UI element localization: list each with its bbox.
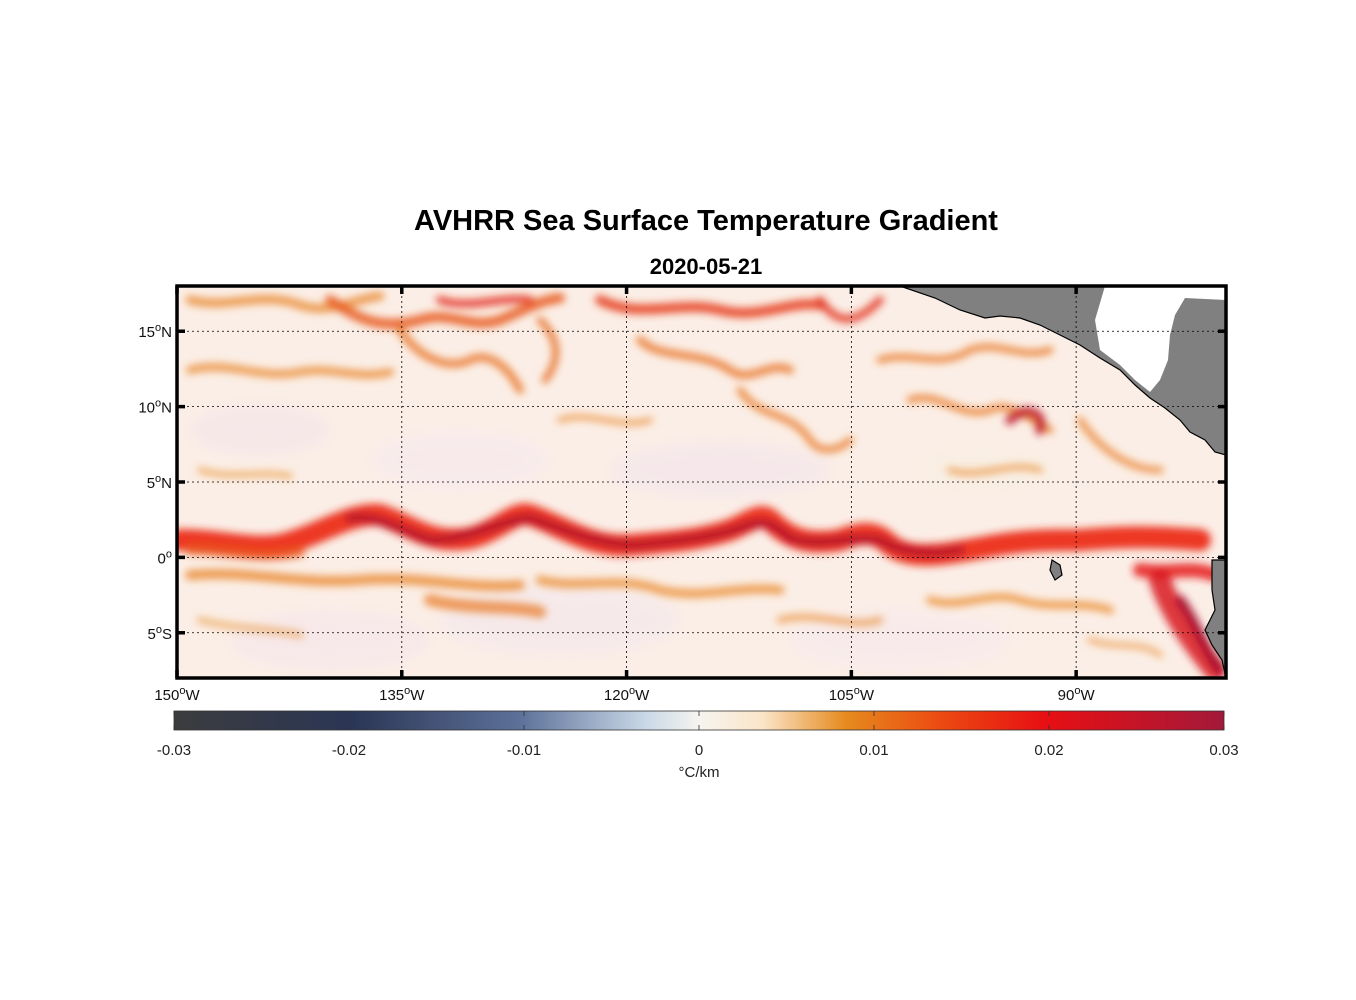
southern-fronts <box>185 568 1163 658</box>
latitude-labels: 15oN 10oN 5oN 0o 5oS <box>138 322 172 643</box>
south-america-land <box>1204 559 1226 678</box>
lon-tick-label: 90oW <box>1058 685 1096 704</box>
graticule <box>177 286 1226 678</box>
lat-tick-label: 10oN <box>138 398 172 417</box>
lat-tick-label: 5oS <box>148 624 172 643</box>
lon-tick-label: 120oW <box>604 685 650 704</box>
galapagos-islands <box>1049 559 1063 581</box>
lat-tick-label: 5oN <box>147 473 172 492</box>
colorbar-ticks: -0.03 -0.02 -0.01 0 0.01 0.02 0.03 <box>157 711 1239 759</box>
lon-tick-label: 150oW <box>154 685 200 704</box>
northern-eddy-fronts <box>185 291 1174 479</box>
equatorial-front <box>177 503 1226 678</box>
map-date: 2020-05-21 <box>649 254 763 279</box>
lon-tick-label: 105oW <box>829 685 875 704</box>
lat-tick-label: 15oN <box>138 322 172 341</box>
colorbar-tick-label: -0.03 <box>157 742 191 759</box>
colorbar-tick-label: 0 <box>695 742 703 759</box>
colorbar-tick-label: -0.02 <box>332 742 366 759</box>
colorbar <box>174 711 1224 730</box>
colorbar-tick-label: 0.03 <box>1209 742 1238 759</box>
colorbar-units: °C/km <box>678 764 720 781</box>
sst-gradient-field <box>177 286 1226 678</box>
axis-ticks <box>175 286 1226 678</box>
lat-tick-label: 0o <box>158 548 172 567</box>
longitude-labels: 150oW 135oW 120oW 105oW 90oW <box>154 685 1095 704</box>
colorbar-tick-label: 0.02 <box>1034 742 1063 759</box>
colorbar-tick-label: 0.01 <box>859 742 888 759</box>
colorbar-tick-label: -0.01 <box>507 742 541 759</box>
map-title: AVHRR Sea Surface Temperature Gradient <box>414 205 998 237</box>
land-coast-halo <box>1095 286 1226 392</box>
background-mottling <box>190 405 1050 670</box>
lon-tick-label: 135oW <box>379 685 425 704</box>
